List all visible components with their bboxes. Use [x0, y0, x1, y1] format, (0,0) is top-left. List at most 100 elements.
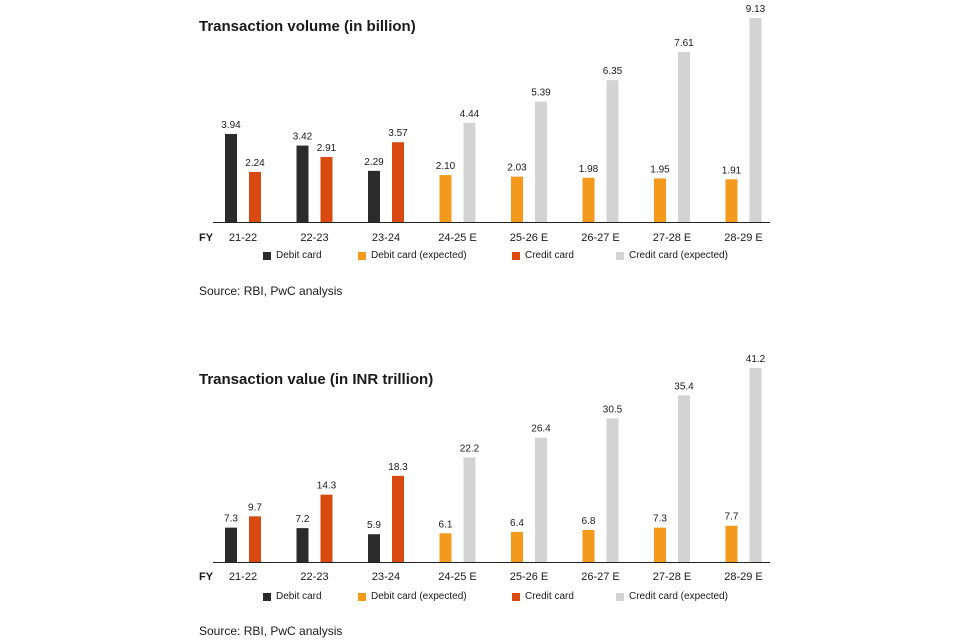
legend-credit-expected: Credit card (expected) [616, 250, 728, 261]
data-label: 6.1 [439, 519, 453, 530]
bar-debit-expected [654, 527, 666, 562]
bar-credit [392, 142, 404, 222]
data-label: 2.29 [364, 157, 384, 168]
data-label: 1.91 [722, 165, 742, 176]
bar-debit-expected [725, 525, 738, 562]
category-label: 24-25 E [438, 571, 477, 583]
data-label: 30.5 [603, 404, 623, 415]
data-label: 7.7 [725, 512, 739, 523]
data-label: 35.4 [674, 381, 694, 392]
category-label: 27-28 E [653, 571, 692, 583]
data-label: 7.61 [674, 38, 694, 49]
bar-credit-expected [463, 457, 476, 562]
chart-title: Transaction volume (in billion) [199, 18, 416, 35]
legend-debit: Debit card [263, 250, 322, 261]
category-label: 25-26 E [510, 571, 549, 583]
legend-swatch-debit-expected [358, 251, 366, 260]
bar-credit [392, 475, 404, 562]
data-label: 1.95 [650, 164, 670, 175]
legend-label: Debit card (expected) [371, 250, 467, 261]
category-label: 23-24 [372, 232, 400, 244]
bar-debit-expected [725, 179, 738, 222]
chart-title: Transaction value (in INR trillion) [199, 371, 434, 388]
data-label: 41.2 [746, 354, 766, 365]
legend-label: Debit card [276, 250, 322, 261]
category-label: 22-23 [300, 232, 328, 244]
legend-swatch-credit [512, 251, 520, 260]
legend-swatch-debit [263, 251, 271, 260]
data-label: 2.03 [507, 163, 527, 174]
legend-label: Debit card [276, 591, 322, 602]
bar-credit-expected [535, 101, 547, 222]
data-label: 3.57 [388, 128, 408, 139]
bar-debit [368, 534, 380, 562]
legend-swatch-debit-expected [358, 592, 366, 601]
legend-label: Credit card [525, 250, 574, 261]
category-label: 25-26 E [510, 232, 549, 244]
category-label: 26-27 E [581, 232, 620, 244]
bar-credit [320, 156, 333, 222]
category-label: 28-29 E [724, 232, 763, 244]
category-label: 27-28 E [653, 232, 692, 244]
data-label: 22.2 [460, 443, 480, 454]
bar-debit-expected [511, 176, 523, 222]
fy-axis-label: FY [199, 232, 214, 244]
value-chart: FY 7.3 9.7 21-22 7.2 14.3 22-23 5.9 18.3 23-24 6.1… [199, 354, 770, 583]
fy-axis-label: FY [199, 571, 214, 583]
bar-credit-expected [606, 80, 619, 222]
data-label: 2.91 [317, 143, 337, 154]
bar-debit-expected [439, 533, 452, 562]
data-label: 3.94 [221, 120, 241, 131]
source-note: Source: RBI, PwC analysis [199, 624, 343, 638]
data-label: 14.3 [317, 481, 337, 492]
legend-swatch-credit [512, 592, 520, 601]
data-label: 5.9 [367, 520, 381, 531]
bar-debit [296, 528, 309, 562]
bar-credit [249, 516, 261, 562]
legend-swatch-credit-expected [616, 251, 624, 260]
source-note: Source: RBI, PwC analysis [199, 284, 343, 298]
data-label: 4.44 [460, 109, 480, 120]
legend-swatch-credit-expected [616, 592, 624, 601]
category-label: 21-22 [229, 571, 257, 583]
bar-credit-expected [678, 51, 690, 222]
legend-label: Debit card (expected) [371, 591, 467, 602]
bar-credit-expected [606, 418, 619, 562]
data-label: 26.4 [531, 424, 551, 435]
legend-debit-expected: Debit card (expected) [358, 591, 467, 602]
bar-credit [320, 494, 333, 562]
category-label: 21-22 [229, 232, 257, 244]
category-label: 24-25 E [438, 232, 477, 244]
category-label: 28-29 E [724, 571, 763, 583]
bar-debit [225, 133, 237, 222]
data-label: 7.2 [296, 514, 310, 525]
legend-swatch-debit [263, 592, 271, 601]
bar-credit-expected [535, 437, 547, 562]
bar-debit-expected [582, 529, 595, 562]
legend-label: Credit card [525, 591, 574, 602]
data-label: 2.10 [436, 161, 456, 172]
volume-chart-block: Transaction volume (in billion) FY 3.94 2.… [199, 4, 770, 298]
data-label: 18.3 [388, 462, 408, 473]
volume-chart: FY 3.94 2.24 21-22 3.42 2.91 22-23 2.29 3.57 23-2… [199, 4, 770, 244]
bar-credit-expected [463, 122, 476, 222]
data-label: 7.3 [224, 514, 238, 525]
legend-debit-expected: Debit card (expected) [358, 250, 467, 261]
legend-label: Credit card (expected) [629, 250, 728, 261]
data-label: 1.98 [579, 164, 599, 175]
bar-debit [368, 170, 380, 222]
data-label: 6.4 [510, 518, 524, 529]
legend-debit: Debit card [263, 591, 322, 602]
data-label: 3.42 [293, 132, 313, 143]
legend-credit-expected: Credit card (expected) [616, 591, 728, 602]
bar-credit-expected [678, 395, 690, 562]
data-label: 9.13 [746, 4, 766, 15]
bar-credit-expected [749, 368, 762, 562]
category-label: 23-24 [372, 571, 400, 583]
data-label: 7.3 [653, 514, 667, 525]
value-chart-block: Transaction value (in INR trillion) FY 7.… [0, 320, 960, 640]
legend-credit: Credit card [512, 250, 574, 261]
bar-debit [296, 145, 309, 222]
bar-debit-expected [654, 178, 666, 222]
category-label: 22-23 [300, 571, 328, 583]
